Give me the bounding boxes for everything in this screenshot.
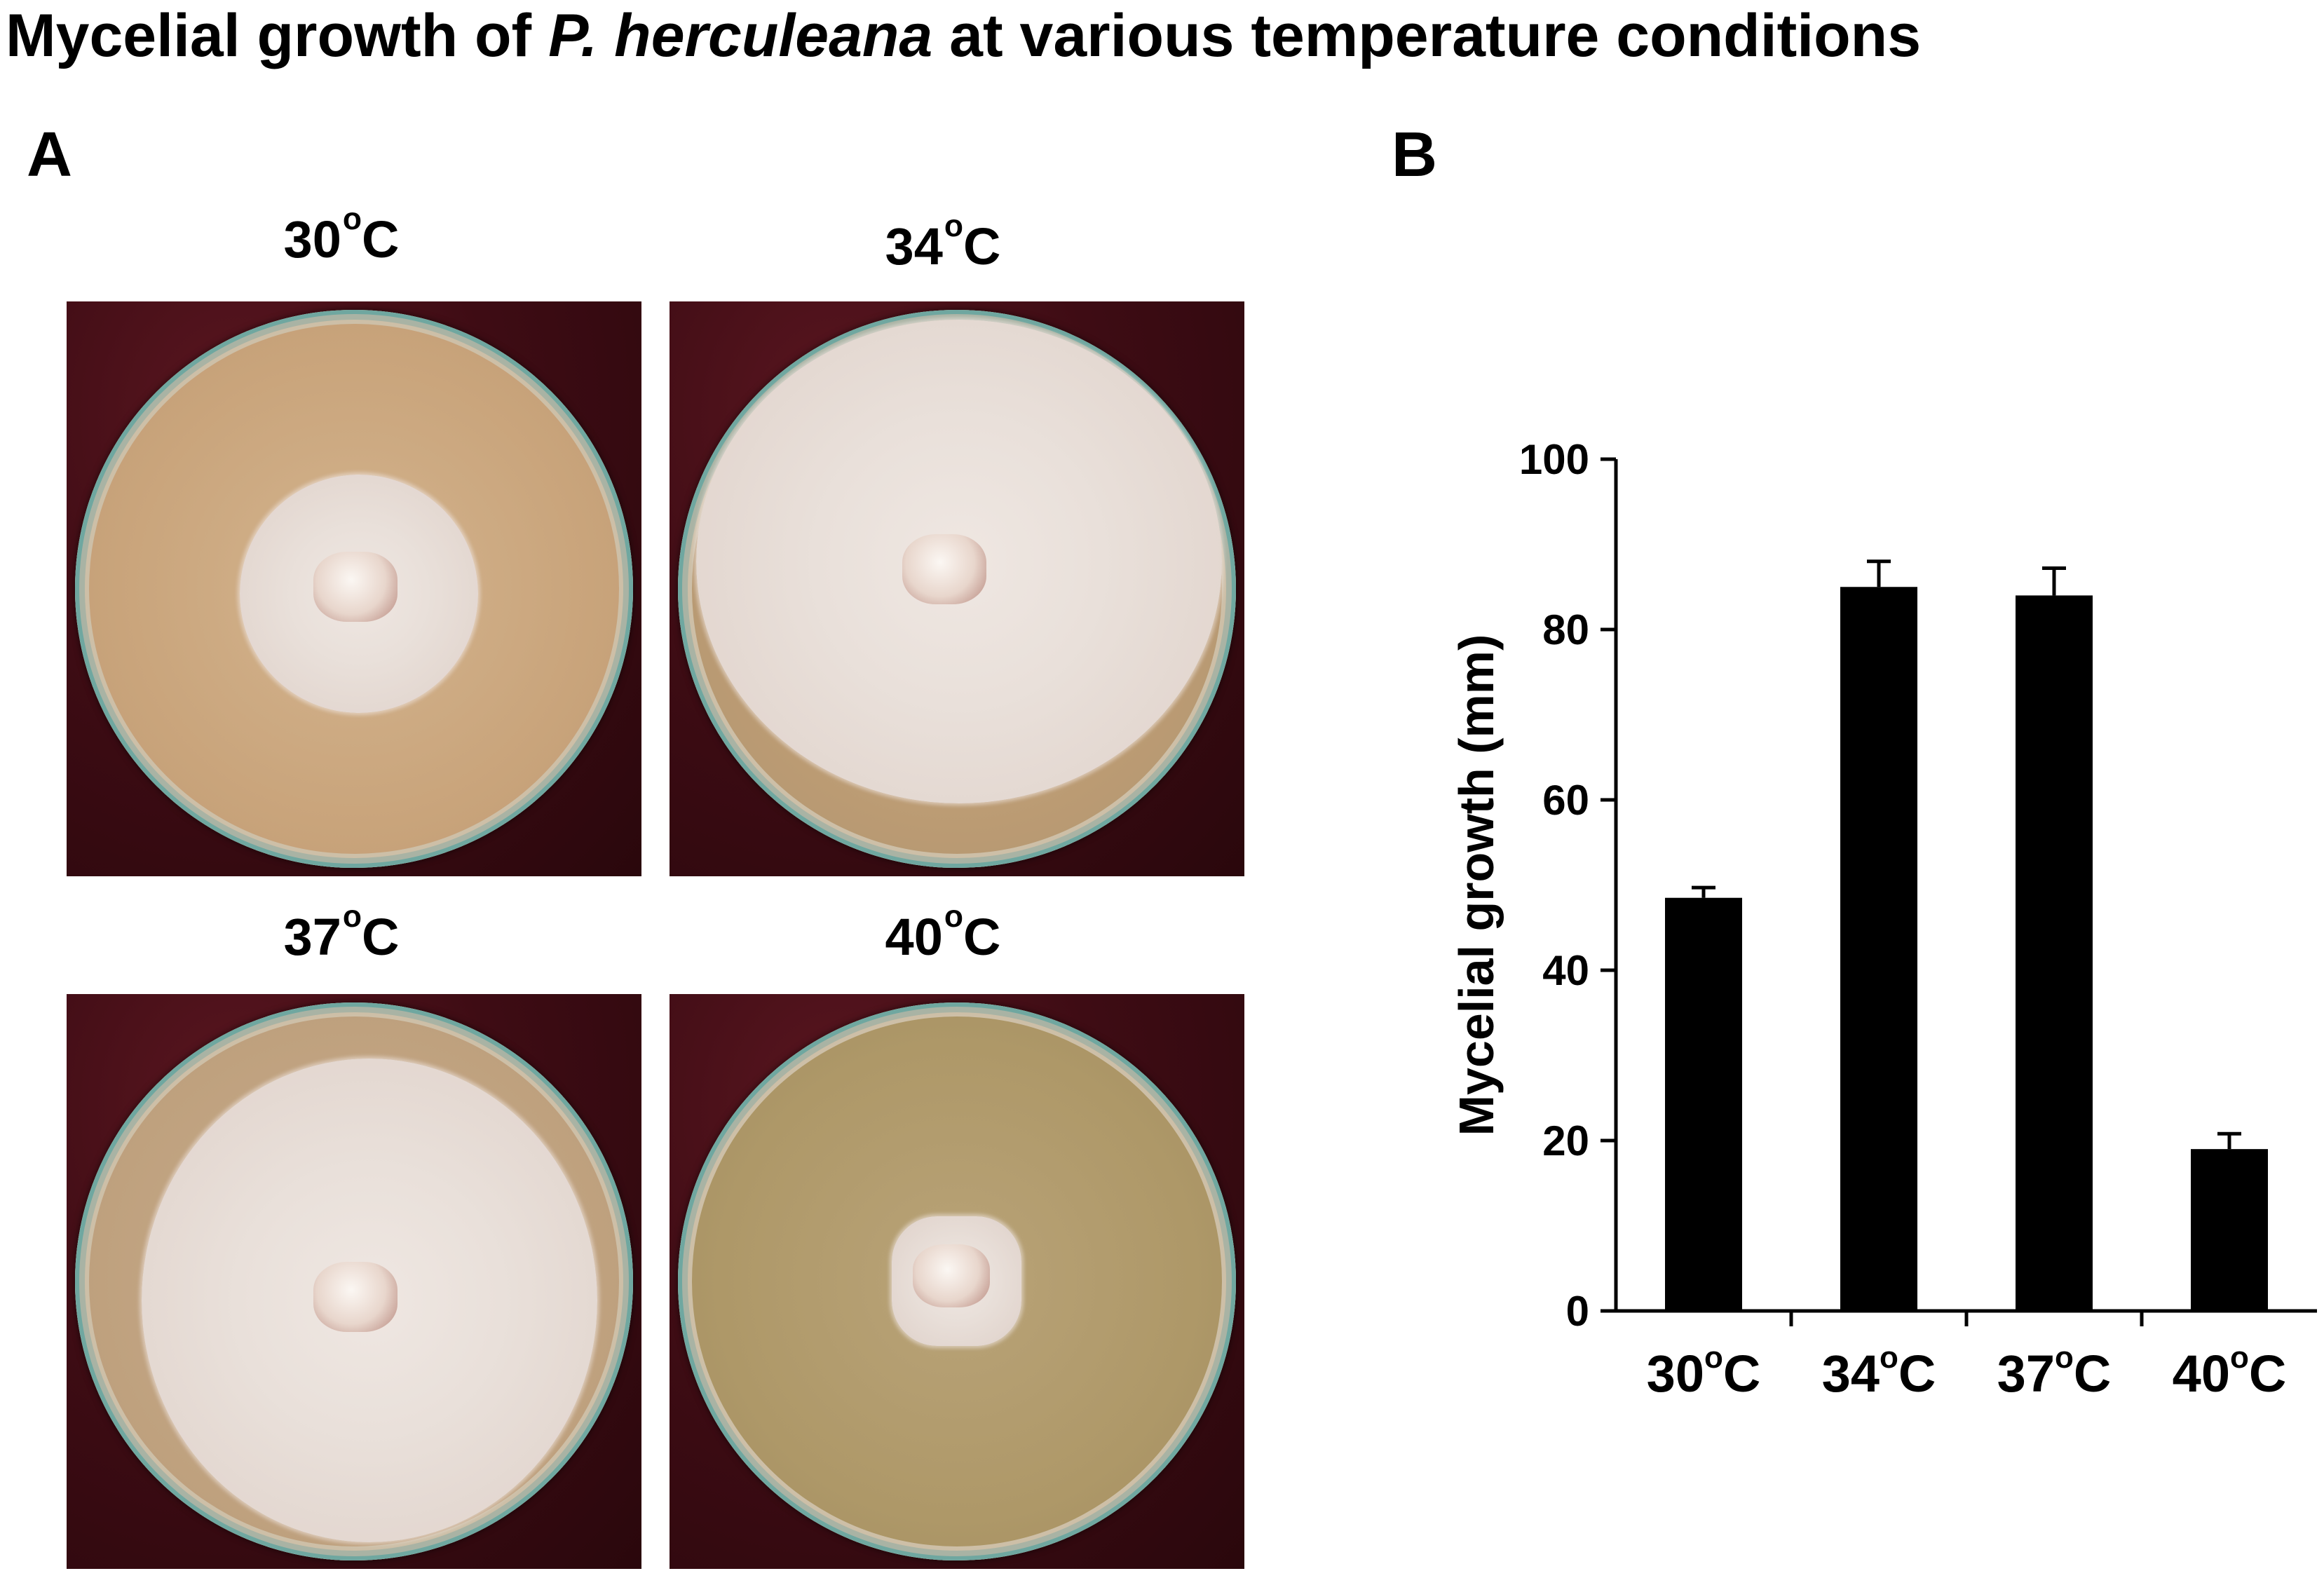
y-tick-label: 80 xyxy=(1542,606,1589,653)
plate-label-40: 40oC xyxy=(885,899,1001,966)
y-tick-label: 0 xyxy=(1566,1288,1589,1335)
panel-a-label: A xyxy=(27,120,72,190)
panel-b-label: B xyxy=(1392,120,1437,190)
inoculum-plug xyxy=(902,534,986,604)
y-axis-label: Mycelial growth (mm) xyxy=(1449,634,1504,1136)
inoculum-plug xyxy=(313,552,397,622)
y-tick-label: 100 xyxy=(1519,436,1589,483)
chart-root: 0 20 40 60 80 100 30oC 34oC 37oC 40oC Mycelial gro… xyxy=(1449,436,2317,1403)
petri-dish xyxy=(75,1002,633,1560)
plate-label-37: 37oC xyxy=(283,899,400,966)
bar xyxy=(2191,1149,2268,1311)
plate-label-34: 34oC xyxy=(885,209,1001,276)
inoculum-plug xyxy=(313,1262,397,1332)
petri-dish xyxy=(678,310,1236,868)
species-name: P. herculeana xyxy=(548,2,933,69)
plate-label-30: 30oC xyxy=(283,202,400,268)
bar xyxy=(2016,595,2093,1311)
petri-dish xyxy=(678,1002,1236,1560)
y-tick-label: 60 xyxy=(1542,777,1589,824)
plate-photo-30 xyxy=(67,301,641,876)
x-tick-label: 34oC xyxy=(1822,1340,1936,1403)
bar xyxy=(1840,587,1917,1311)
y-tick-label: 40 xyxy=(1542,947,1589,994)
plate-photo-37 xyxy=(67,994,641,1569)
x-tick-label: 37oC xyxy=(1997,1340,2112,1403)
plate-photo-40 xyxy=(670,994,1244,1569)
y-tick-label: 20 xyxy=(1542,1117,1589,1164)
inoculum-plug xyxy=(913,1244,990,1307)
figure-title: Mycelial growth of P. herculeana at vari… xyxy=(6,2,1922,69)
x-tick-label: 40oC xyxy=(2173,1340,2287,1403)
petri-dish xyxy=(75,310,633,868)
bar xyxy=(1665,897,1742,1311)
x-tick-label: 30oC xyxy=(1647,1340,1761,1403)
plate-photo-34 xyxy=(670,301,1244,876)
